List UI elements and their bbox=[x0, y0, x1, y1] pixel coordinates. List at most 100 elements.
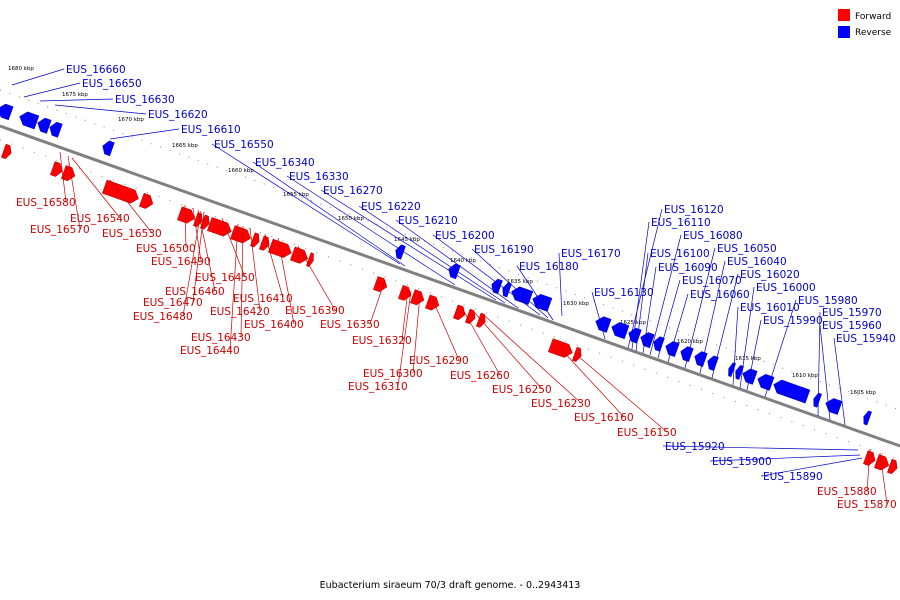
forward-gene-label[interactable]: EUS_16530 bbox=[102, 228, 162, 240]
reverse-gene-label[interactable]: EUS_16050 bbox=[717, 243, 777, 255]
forward-gene-label[interactable]: EUS_16350 bbox=[320, 319, 380, 331]
leader-line bbox=[866, 448, 871, 492]
leader-line bbox=[819, 324, 831, 421]
reverse-gene-label[interactable]: EUS_16180 bbox=[519, 261, 579, 273]
leader-line bbox=[471, 248, 549, 319]
reverse-gene-label[interactable]: EUS_16100 bbox=[650, 248, 710, 260]
forward-gene-label[interactable]: EUS_16540 bbox=[70, 213, 130, 225]
forward-gene-label[interactable]: EUS_16440 bbox=[180, 345, 240, 357]
reverse-gene-label[interactable]: EUS_16620 bbox=[148, 109, 208, 121]
reverse-gene-label[interactable]: EUS_16270 bbox=[323, 185, 383, 197]
forward-gene-arrow bbox=[1, 143, 12, 160]
forward-gene-arrow bbox=[268, 238, 292, 258]
genome-axis bbox=[0, 124, 900, 448]
reverse-gene-label[interactable]: EUS_16220 bbox=[361, 201, 421, 213]
reverse-gene-arrow bbox=[757, 374, 775, 391]
forward-gene-label[interactable]: EUS_16310 bbox=[348, 381, 408, 393]
leader-line bbox=[395, 219, 519, 309]
tick-label: 1615 kbp bbox=[735, 356, 761, 362]
reverse-gene-label[interactable]: EUS_16660 bbox=[66, 64, 126, 76]
forward-gene-arrow bbox=[139, 192, 154, 209]
reverse-gene-label[interactable]: EUS_15990 bbox=[763, 315, 823, 327]
reverse-gene-label[interactable]: EUS_16340 bbox=[255, 157, 315, 169]
reverse-gene-label[interactable]: EUS_16210 bbox=[398, 215, 458, 227]
reverse-gene-arrow bbox=[825, 398, 843, 415]
forward-gene-arrow bbox=[177, 206, 195, 224]
forward-gene-arrow bbox=[398, 285, 412, 301]
leader-line bbox=[369, 279, 386, 325]
reverse-gene-arrow bbox=[491, 278, 503, 295]
reverse-gene-label[interactable]: EUS_15900 bbox=[712, 456, 772, 468]
leader-line bbox=[642, 266, 657, 354]
reverse-gene-label[interactable]: EUS_15920 bbox=[665, 441, 725, 453]
leader-line bbox=[286, 175, 456, 286]
reverse-gene-label[interactable]: EUS_16650 bbox=[82, 78, 142, 90]
reverse-gene-label[interactable]: EUS_16200 bbox=[435, 230, 495, 242]
forward-gene-label[interactable]: EUS_16460 bbox=[165, 286, 225, 298]
reverse-gene-label[interactable]: EUS_15890 bbox=[763, 471, 823, 483]
reverse-gene-label[interactable]: EUS_16020 bbox=[740, 269, 800, 281]
forward-gene-label[interactable]: EUS_16420 bbox=[210, 306, 270, 318]
reverse-gene-label[interactable]: EUS_16080 bbox=[683, 230, 743, 242]
forward-gene-label[interactable]: EUS_16390 bbox=[285, 305, 345, 317]
leader-line bbox=[264, 233, 284, 299]
forward-gene-label[interactable]: EUS_16230 bbox=[531, 398, 591, 410]
reverse-gene-label[interactable]: EUS_15940 bbox=[836, 333, 896, 345]
legend: Forward Reverse bbox=[838, 9, 892, 38]
reverse-gene-label[interactable]: EUS_16170 bbox=[561, 248, 621, 260]
legend-reverse-label: Reverse bbox=[855, 28, 892, 38]
leader-line bbox=[277, 237, 295, 325]
forward-gene-arrow bbox=[410, 289, 425, 306]
reverse-gene-label[interactable]: EUS_16000 bbox=[756, 282, 816, 294]
leader-line bbox=[192, 211, 205, 303]
reverse-gene-label[interactable]: EUS_16060 bbox=[690, 289, 750, 301]
forward-gene-label[interactable]: EUS_16300 bbox=[363, 368, 423, 380]
tick-label: 1630 kbp bbox=[563, 301, 589, 307]
reverse-gene-label[interactable]: EUS_16610 bbox=[181, 124, 241, 136]
forward-gene-arrow bbox=[50, 161, 63, 177]
reverse-gene-label[interactable]: EUS_16130 bbox=[594, 287, 654, 299]
forward-gene-label[interactable]: EUS_16410 bbox=[233, 293, 293, 305]
forward-gene-label[interactable]: EUS_16250 bbox=[492, 384, 552, 396]
leader-line bbox=[401, 289, 409, 341]
reverse-gene-label[interactable]: EUS_16190 bbox=[474, 244, 534, 256]
forward-gene-label[interactable]: EUS_16580 bbox=[16, 197, 76, 209]
reverse-gene-label[interactable]: EUS_16630 bbox=[115, 94, 175, 106]
forward-gene-label[interactable]: EUS_16470 bbox=[143, 297, 203, 309]
reverse-gene-label[interactable]: EUS_16090 bbox=[658, 262, 718, 274]
forward-gene-label[interactable]: EUS_16500 bbox=[136, 243, 196, 255]
reverse-gene-label[interactable]: EUS_16040 bbox=[727, 256, 787, 268]
reverse-gene-label[interactable]: EUS_16330 bbox=[289, 171, 349, 183]
reverse-gene-arrow bbox=[665, 341, 680, 357]
reverse-gene-label[interactable]: EUS_15960 bbox=[822, 320, 882, 332]
leader-line bbox=[473, 311, 543, 390]
tick-label: 1650 kbp bbox=[338, 216, 364, 222]
forward-gene-label[interactable]: EUS_16570 bbox=[30, 224, 90, 236]
leader-line bbox=[297, 245, 336, 311]
reverse-gene-label[interactable]: EUS_16070 bbox=[682, 275, 742, 287]
reverse-gene-label[interactable]: EUS_16110 bbox=[651, 217, 711, 229]
leader-line bbox=[184, 204, 187, 249]
tick-label: 1655 kbp bbox=[283, 192, 309, 198]
reverse-gene-label[interactable]: EUS_16550 bbox=[214, 139, 274, 151]
forward-gene-label[interactable]: EUS_16160 bbox=[574, 412, 634, 424]
leader-line bbox=[358, 205, 506, 304]
tick-label: 1675 kbp bbox=[62, 92, 88, 98]
forward-gene-label[interactable]: EUS_16150 bbox=[617, 427, 677, 439]
forward-gene-label[interactable]: EUS_16400 bbox=[244, 319, 304, 331]
forward-gene-label[interactable]: EUS_15880 bbox=[817, 486, 877, 498]
reverse-gene-label[interactable]: EUS_16010 bbox=[740, 302, 800, 314]
forward-gene-label[interactable]: EUS_16320 bbox=[352, 335, 412, 347]
reverse-gene-arrow bbox=[680, 346, 694, 362]
forward-gene-label[interactable]: EUS_16450 bbox=[195, 272, 255, 284]
forward-gene-label[interactable]: EUS_16260 bbox=[450, 370, 510, 382]
reverse-gene-label[interactable]: EUS_15980 bbox=[798, 295, 858, 307]
forward-gene-label[interactable]: EUS_15870 bbox=[837, 499, 897, 511]
reverse-gene-label[interactable]: EUS_16120 bbox=[664, 204, 724, 216]
forward-gene-label[interactable]: EUS_16290 bbox=[409, 355, 469, 367]
forward-gene-label[interactable]: EUS_16430 bbox=[191, 332, 251, 344]
forward-gene-label[interactable]: EUS_16480 bbox=[133, 311, 193, 323]
forward-gene-label[interactable]: EUS_16490 bbox=[151, 256, 211, 268]
reverse-gene-label[interactable]: EUS_15970 bbox=[822, 307, 882, 319]
